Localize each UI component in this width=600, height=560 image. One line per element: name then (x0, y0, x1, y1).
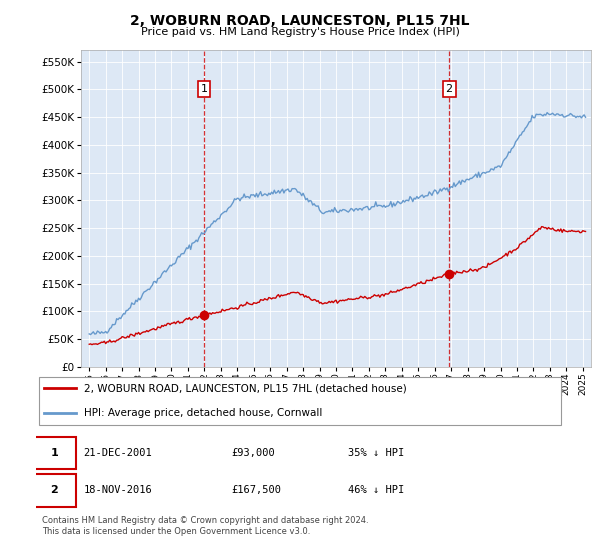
FancyBboxPatch shape (34, 474, 76, 507)
Text: Contains HM Land Registry data © Crown copyright and database right 2024.
This d: Contains HM Land Registry data © Crown c… (42, 516, 368, 536)
Text: 18-NOV-2016: 18-NOV-2016 (83, 486, 152, 496)
FancyBboxPatch shape (38, 377, 562, 424)
Text: 2, WOBURN ROAD, LAUNCESTON, PL15 7HL (detached house): 2, WOBURN ROAD, LAUNCESTON, PL15 7HL (de… (83, 384, 406, 394)
Text: £167,500: £167,500 (232, 486, 281, 496)
Text: 1: 1 (50, 448, 58, 458)
Text: Price paid vs. HM Land Registry's House Price Index (HPI): Price paid vs. HM Land Registry's House … (140, 27, 460, 37)
Text: 35% ↓ HPI: 35% ↓ HPI (347, 448, 404, 458)
Text: 2: 2 (50, 486, 58, 496)
Text: HPI: Average price, detached house, Cornwall: HPI: Average price, detached house, Corn… (83, 408, 322, 418)
FancyBboxPatch shape (34, 437, 76, 469)
Text: 2, WOBURN ROAD, LAUNCESTON, PL15 7HL: 2, WOBURN ROAD, LAUNCESTON, PL15 7HL (130, 14, 470, 28)
Text: £93,000: £93,000 (232, 448, 275, 458)
Text: 1: 1 (200, 84, 208, 94)
Text: 46% ↓ HPI: 46% ↓ HPI (347, 486, 404, 496)
Text: 21-DEC-2001: 21-DEC-2001 (83, 448, 152, 458)
Text: 2: 2 (446, 84, 453, 94)
